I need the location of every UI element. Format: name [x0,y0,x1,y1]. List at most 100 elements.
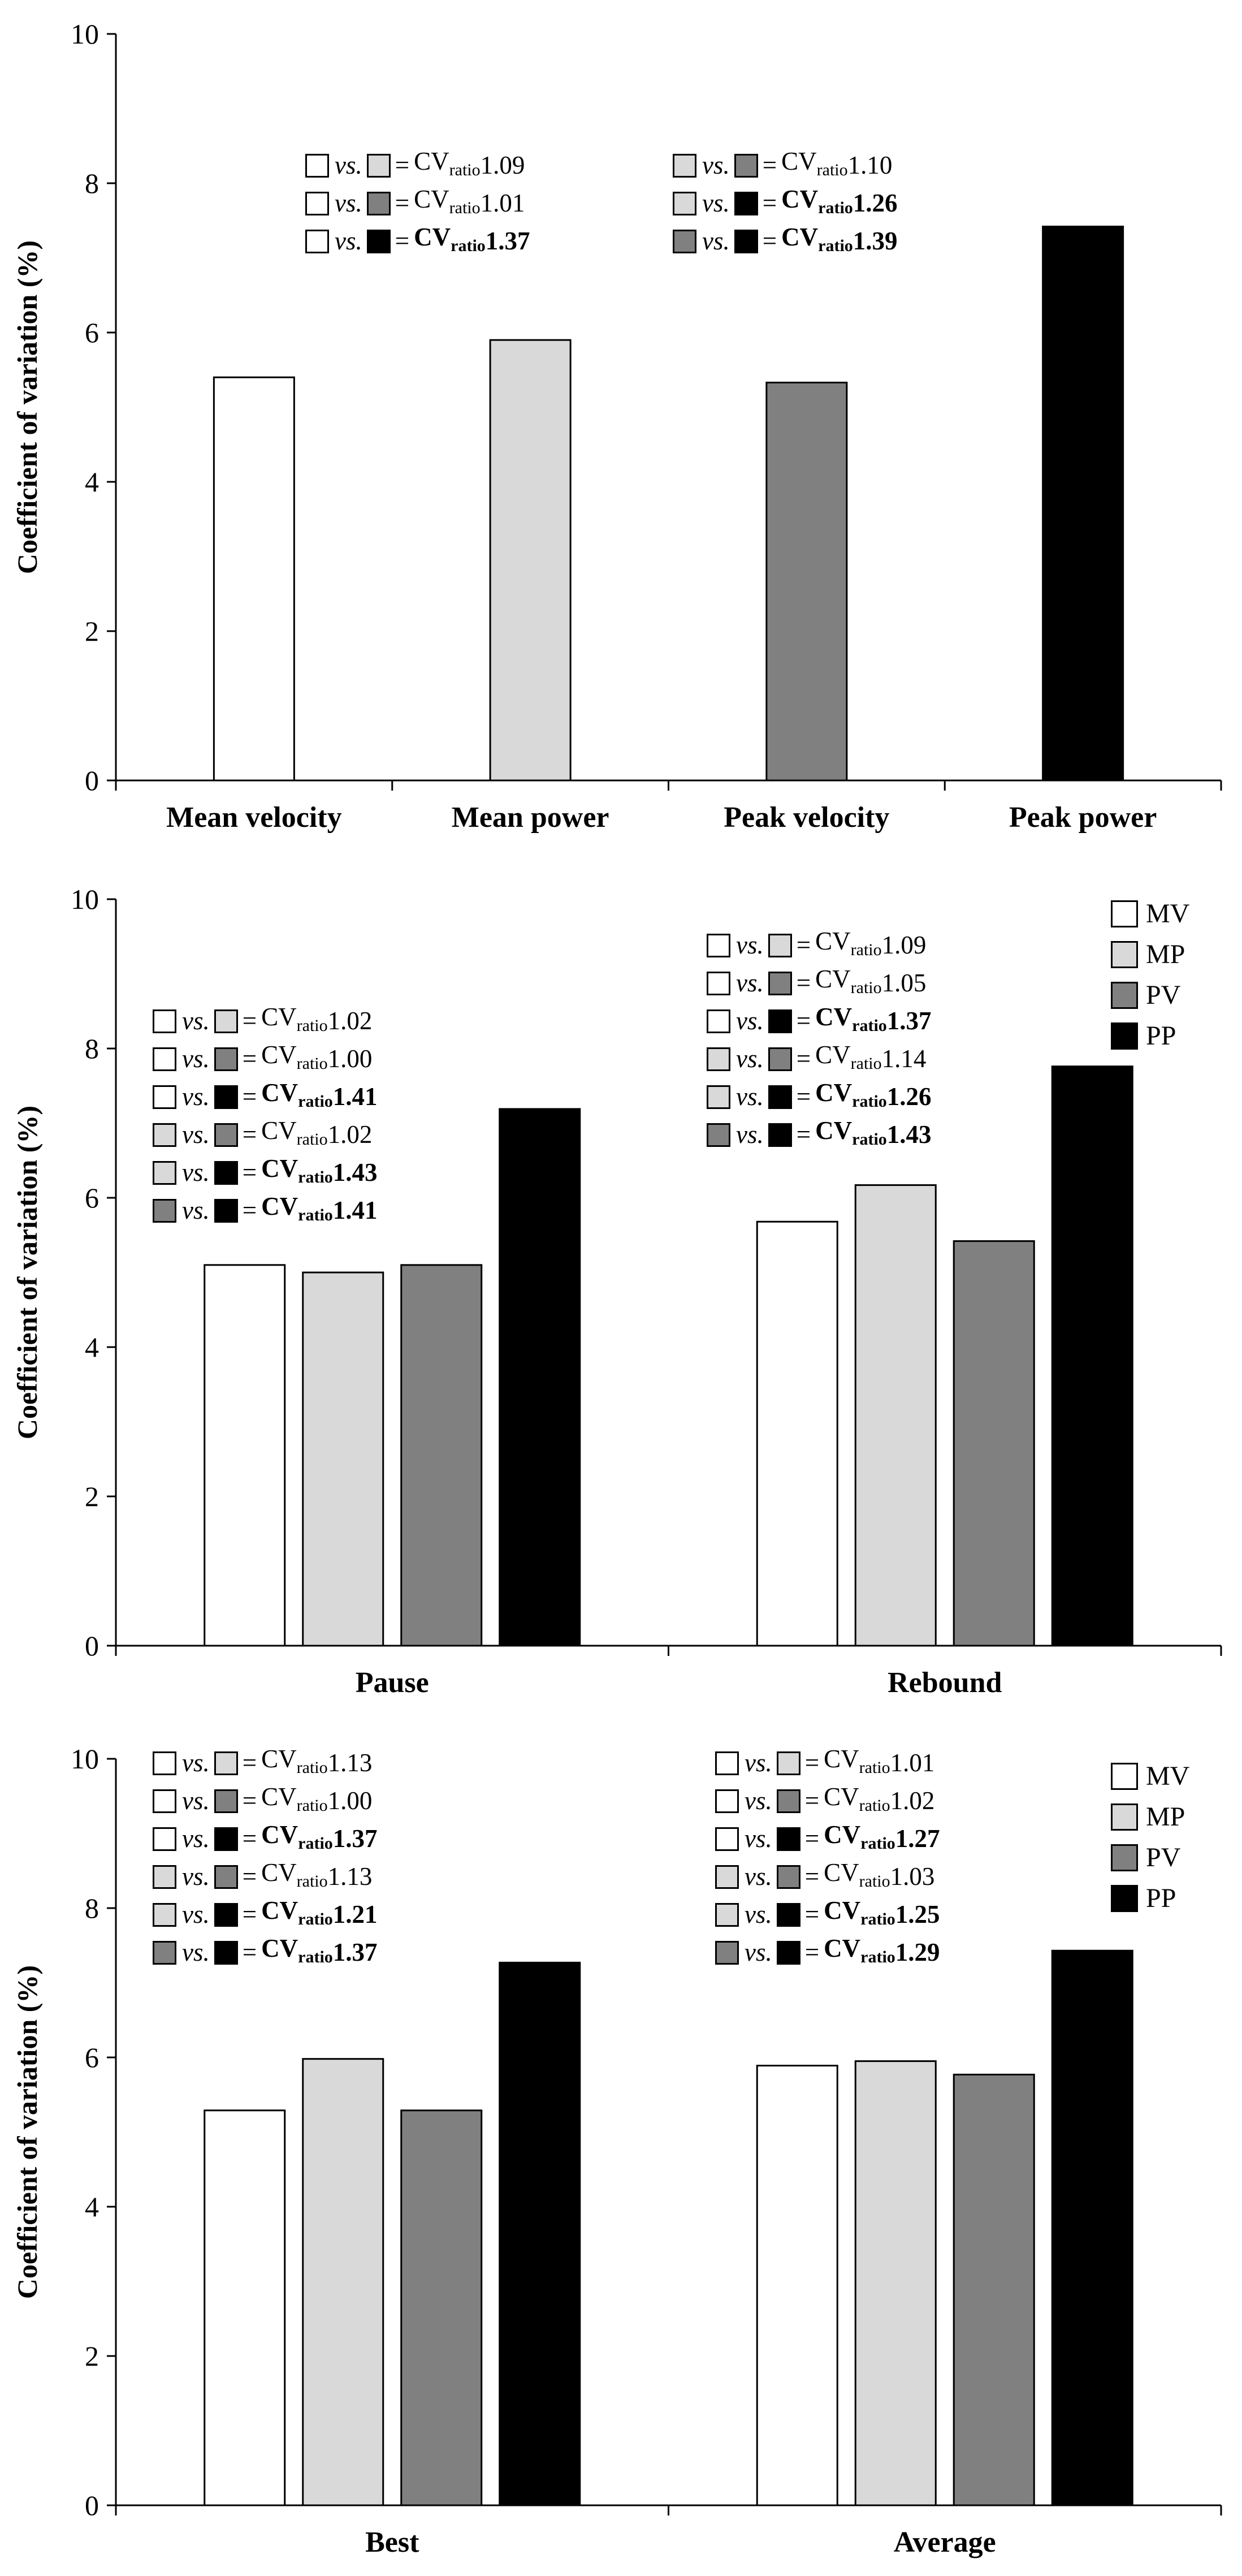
chart-panel-best-average: 0 2 4 6 8 10 Coefficient of variation (%) Best A… [0,1725,1242,2562]
equals-sign: = [804,1900,820,1928]
equals-sign: = [242,1862,257,1891]
bar-mv-mean-velocity [213,376,295,782]
vs-label: vs. [182,1824,210,1853]
equals-sign: = [242,1749,257,1777]
cv-ratio-label: CVratio [815,964,882,997]
y-tick-label: 10 [71,18,99,50]
bar-pp-average [1051,1949,1133,2506]
equals-sign: = [796,1045,811,1073]
swatch-pp [776,1940,800,1965]
legend-item-pp: PP [1111,1016,1189,1056]
legend-item-pp: PP [1111,1878,1189,1919]
y-tick-label: 2 [85,615,99,647]
vs-label: vs. [335,151,362,179]
cv-ratio-value: 1.13 [327,1749,373,1777]
vs-label: vs. [736,969,764,997]
y-tick-label: 8 [85,1033,99,1064]
cv-ratio-value: 1.01 [890,1749,935,1777]
bar-mv-best [204,2109,286,2506]
bar-pp-rebound [1051,1065,1133,1647]
vs-label: vs. [182,1158,210,1186]
cv-ratio-row: vs.=CVratio=1.14 [707,1040,932,1078]
swatch-pv [707,1123,730,1147]
cv-ratio-value: 1.37 [886,1007,932,1035]
legend-label: PV [1146,980,1181,1010]
swatch-pv [214,1047,238,1071]
cv-ratio-value: 1.09 [480,151,525,179]
bar-mp-rebound [854,1184,937,1647]
y-tick-label: 0 [85,1630,99,1662]
swatch-pv [153,1940,176,1965]
swatch-pv [734,153,758,178]
cv-ratio-value: 1.37 [332,1938,378,1966]
legend-label: PV [1146,1843,1181,1872]
cv-ratio-row: vs.=CVratio=1.29 [715,1934,940,1971]
cv-ratio-label: CVratio [824,1896,895,1928]
cv-ratio-value: 1.00 [327,1787,373,1815]
equals-sign: = [242,1938,257,1966]
y-tick-label: 0 [85,2489,99,2521]
x-category-label-average: Average [894,2526,996,2558]
x-category-label-peak-velocity: Peak velocity [724,801,889,834]
swatch-mp [707,1085,730,1109]
cv-ratio-label: CVratio [261,1744,328,1777]
swatch-mv [707,971,730,995]
x-category-label-best: Best [365,2526,419,2558]
legend-swatch [1111,982,1138,1009]
swatch-pp [214,1827,238,1851]
cv-ratio-row: vs.=CVratio=1.27 [715,1820,940,1858]
equals-sign: = [242,1120,257,1149]
x-category-label-peak-power: Peak power [1009,801,1157,834]
legend-label: PP [1146,1021,1176,1051]
cv-ratio-row: vs.=CVratio=1.43 [153,1154,378,1192]
swatch-mv [153,1789,176,1813]
legend-swatch [1111,1763,1138,1790]
equals-sign: = [804,1938,820,1966]
swatch-pv [366,191,391,215]
cv-ratio-row: vs.=CVratio=1.37 [153,1934,378,1971]
swatch-pv [214,1865,238,1889]
swatch-mp [153,1160,176,1185]
swatch-pp [768,1085,792,1109]
swatch-mp [707,1047,730,1071]
y-tick-label: 6 [85,2042,99,2073]
swatch-pv [768,971,792,995]
vs-label: vs. [736,1120,764,1149]
swatch-mp [214,1751,238,1775]
cv-ratio-value: 1.03 [890,1862,935,1891]
cv-ratio-value: 1.01 [480,189,525,217]
swatch-mv [305,153,329,178]
vs-label: vs. [335,189,362,217]
cv-ratio-row: vs.=CVratio=1.05 [707,964,932,1002]
bar-pv-peak-velocity [765,381,848,782]
y-tick-label: 8 [85,1892,99,1924]
swatch-pv [715,1940,739,1965]
bar-pp-pause [499,1108,581,1647]
legend: MV MP PV PP [1111,1756,1189,1919]
equals-sign: = [796,1007,811,1035]
swatch-mp [776,1751,800,1775]
swatch-mv [707,1009,730,1033]
vs-label: vs. [745,1749,772,1777]
vs-label: vs. [182,1120,210,1149]
legend-swatch [1111,1022,1138,1050]
cv-ratio-label: CVratio [261,1896,333,1928]
equals-sign: = [395,189,410,217]
cv-ratio-row: vs.=CVratio=1.21 [153,1896,378,1934]
x-category-label-rebound: Rebound [888,1667,1002,1699]
swatch-mv [153,1009,176,1033]
swatch-pp [214,1940,238,1965]
equals-sign: = [796,1120,811,1149]
cv-ratio-value: 1.41 [332,1196,378,1224]
legend: MV MP PV PP [1111,894,1189,1056]
cv-ratio-label: CVratio [815,926,882,959]
chart-panel-exercise: 0 2 4 6 8 10 Coefficient of variation (%) Mean … [0,0,1242,837]
swatch-mp [715,1865,739,1889]
cv-ratio-row: vs.=CVratio=1.01 [715,1744,940,1782]
vs-label: vs. [702,151,730,179]
swatch-pv [768,1047,792,1071]
cv-ratio-annotations-average: vs.=CVratio=1.01vs.=CVratio=1.02vs.=CVra… [715,1744,940,1971]
cv-ratio-row: vs.=CVratio=1.03 [715,1858,940,1896]
vs-label: vs. [335,227,362,255]
legend-item-mv: MV [1111,894,1189,934]
